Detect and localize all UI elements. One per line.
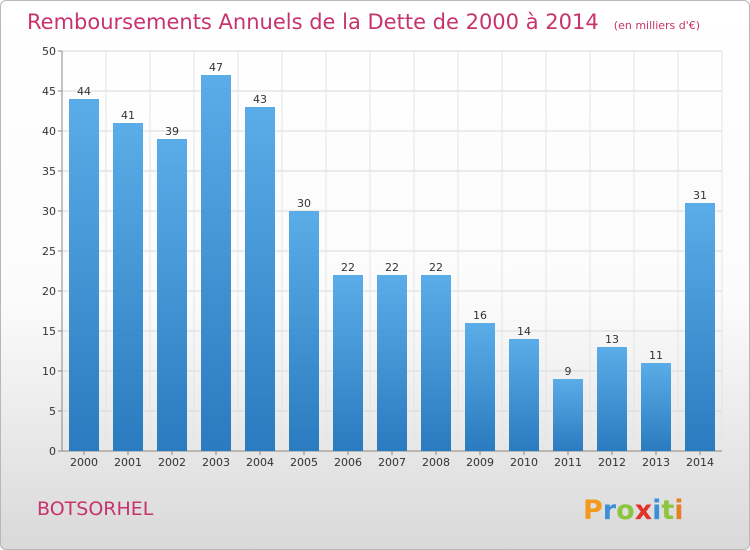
logo-letter: i — [674, 495, 683, 526]
x-tick-label: 2012 — [598, 456, 626, 469]
bar-value-label: 22 — [385, 261, 399, 274]
bar-value-label: 11 — [649, 349, 663, 362]
chart-title-main: Remboursements Annuels de la Dette de 20… — [27, 10, 599, 34]
bar — [201, 75, 231, 451]
x-tick-label: 2000 — [70, 456, 98, 469]
bar — [553, 379, 583, 451]
plot-area: 0 5 10 15 20 25 30 35 40 45 50 44 2000 41 2001 39 2002 47… — [42, 45, 723, 469]
y-tick-label: 30 — [42, 205, 56, 218]
bar-value-label: 22 — [429, 261, 443, 274]
logo-letter: t — [661, 495, 674, 526]
x-tick-label: 2010 — [510, 456, 538, 469]
bar-value-label: 30 — [297, 197, 311, 210]
x-tick-label: 2001 — [114, 456, 142, 469]
logo-letter: P — [583, 495, 603, 526]
y-tick-label: 45 — [42, 85, 56, 98]
bar-value-label: 41 — [121, 109, 135, 122]
x-tick-label: 2009 — [466, 456, 494, 469]
commune-name: BOTSORHEL — [37, 498, 154, 520]
bar — [597, 347, 627, 451]
bar-value-label: 14 — [517, 325, 531, 338]
bar-value-label: 13 — [605, 333, 619, 346]
x-tick-label: 2007 — [378, 456, 406, 469]
bar — [465, 323, 495, 451]
bar-value-label: 16 — [473, 309, 487, 322]
bar — [245, 107, 275, 451]
bar — [421, 275, 451, 451]
bar — [685, 203, 715, 451]
logo-letter: r — [603, 495, 617, 526]
y-tick-label: 15 — [42, 325, 56, 338]
logo-letter: o — [616, 495, 635, 526]
y-tick-label: 50 — [42, 45, 56, 58]
x-tick-label: 2013 — [642, 456, 670, 469]
bar-value-label: 43 — [253, 93, 267, 106]
y-tick-label: 20 — [42, 285, 56, 298]
bar — [113, 123, 143, 451]
x-tick-label: 2004 — [246, 456, 274, 469]
x-tick-label: 2006 — [334, 456, 362, 469]
bar — [289, 211, 319, 451]
y-tick-label: 0 — [49, 445, 56, 458]
bar — [509, 339, 539, 451]
x-tick-label: 2011 — [554, 456, 582, 469]
proxiti-logo: Proxiti — [583, 495, 684, 526]
bar-value-label: 47 — [209, 61, 223, 74]
y-tick-label: 35 — [42, 165, 56, 178]
y-tick-label: 25 — [42, 245, 56, 258]
bar-value-label: 39 — [165, 125, 179, 138]
x-tick-label: 2014 — [686, 456, 714, 469]
y-tick-label: 40 — [42, 125, 56, 138]
bar — [641, 363, 671, 451]
y-tick-label: 10 — [42, 365, 56, 378]
bar-value-label: 22 — [341, 261, 355, 274]
logo-letter: x — [635, 495, 652, 526]
chart-title: Remboursements Annuels de la Dette de 20… — [27, 10, 700, 34]
y-tick-label: 5 — [49, 405, 56, 418]
bar — [157, 139, 187, 451]
logo-letter: i — [652, 495, 661, 526]
chart-title-unit: (en milliers d'€) — [614, 19, 700, 32]
bar-value-label: 44 — [77, 85, 91, 98]
bar — [377, 275, 407, 451]
x-tick-label: 2008 — [422, 456, 450, 469]
x-tick-label: 2002 — [158, 456, 186, 469]
bar — [69, 99, 99, 451]
bar-value-label: 31 — [693, 189, 707, 202]
bar — [333, 275, 363, 451]
bar-value-label: 9 — [565, 365, 572, 378]
x-tick-label: 2003 — [202, 456, 230, 469]
x-tick-label: 2005 — [290, 456, 318, 469]
